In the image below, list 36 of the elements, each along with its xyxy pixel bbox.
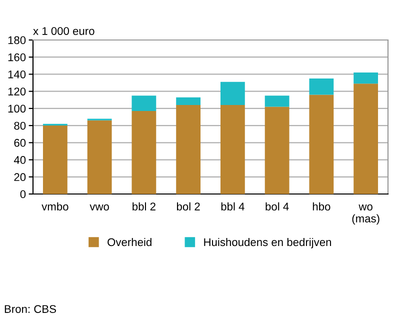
bar [309, 94, 334, 194]
legend-label: Huishoudens en bedrijven [204, 238, 332, 248]
bar [220, 82, 245, 106]
y-tick-label: 120 [8, 88, 26, 96]
bar [354, 84, 378, 194]
bar [132, 111, 156, 194]
bar [132, 96, 156, 112]
y-tick-label: 0 [20, 190, 26, 198]
x-tick-label: bol 2 [176, 202, 200, 210]
x-tick-label: vmbo [42, 202, 68, 210]
bar [354, 72, 378, 84]
legend-label: Overheid [108, 238, 152, 246]
x-tick-label: vwo [90, 204, 109, 210]
x-tick-label: hbo [312, 202, 330, 210]
y-tick-label: 20 [14, 173, 26, 182]
y-tick-label: 100 [8, 104, 26, 113]
bar [176, 97, 201, 106]
y-tick-label: 140 [8, 70, 26, 78]
bar [220, 105, 245, 194]
y-tick-label: 40 [14, 156, 26, 164]
x-tick-label: bbl 4 [221, 202, 244, 210]
bar [264, 96, 290, 107]
bar [309, 78, 334, 95]
y-tick-label: 80 [14, 122, 26, 130]
y-tick-label: 180 [8, 36, 26, 44]
y-tick-label: 160 [8, 53, 26, 62]
x-tick-label: bol 4 [266, 202, 289, 210]
x-tick-label: bbl 2 [132, 202, 156, 210]
bar [176, 105, 201, 194]
y-tick-label: 60 [14, 138, 26, 147]
bar [42, 126, 68, 194]
bar [87, 120, 112, 194]
x-tick-label: wo (mas) [352, 204, 380, 225]
y-axis-title: x 1 000 euro [33, 27, 94, 35]
bar [264, 106, 290, 194]
text: Bron: CBS [4, 305, 56, 313]
